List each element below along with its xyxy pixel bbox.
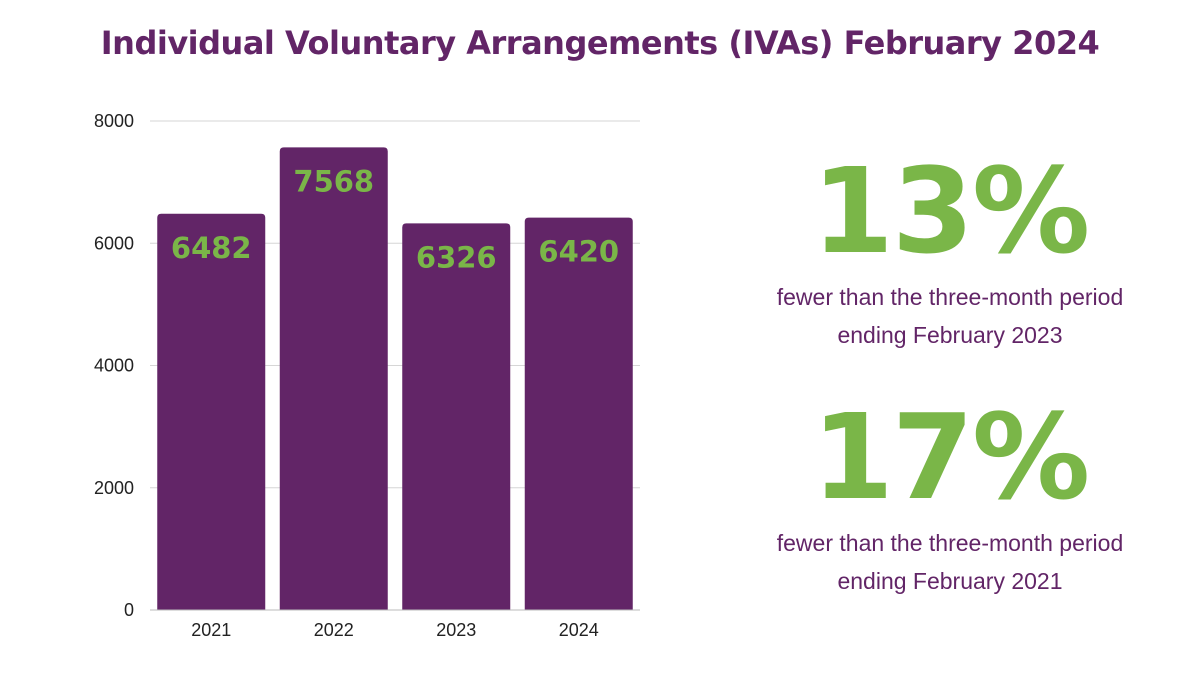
stat-block-2: 17% fewer than the three-month period en…	[740, 398, 1160, 600]
data-label-2024: 6420	[538, 235, 619, 269]
y-tick-label-0: 0	[124, 600, 134, 620]
x-tick-label-2024: 2024	[559, 620, 599, 640]
bar-2023	[402, 223, 511, 611]
bar-chart: 0 2000 4000 6000 8000 6482 2021 7568 2022 6326 202…	[94, 111, 640, 640]
bar-2022	[279, 147, 388, 610]
stat-value-2: 17%	[811, 388, 1090, 526]
chart-title: Individual Voluntary Arrangements (IVAs)…	[100, 24, 1100, 62]
stat-value-1: 13%	[811, 142, 1090, 280]
stat-block-1: 13% fewer than the three-month period en…	[740, 152, 1160, 354]
x-tick-label-2023: 2023	[436, 620, 476, 640]
x-tick-label-2022: 2022	[314, 620, 354, 640]
y-tick-label-8000: 8000	[94, 111, 134, 131]
y-tick-label-6000: 6000	[94, 233, 134, 253]
data-label-2023: 6326	[416, 240, 497, 274]
x-tick-label-2021: 2021	[191, 620, 231, 640]
stat-description-1: fewer than the three-month period ending…	[776, 284, 1124, 348]
data-label-2022: 7568	[293, 164, 374, 198]
bar-2021	[157, 213, 266, 610]
y-tick-label-2000: 2000	[94, 478, 134, 498]
y-tick-label-4000: 4000	[94, 356, 134, 376]
bar-2024	[524, 217, 633, 610]
stat-description-2: fewer than the three-month period ending…	[776, 530, 1124, 594]
data-label-2021: 6482	[171, 231, 252, 265]
